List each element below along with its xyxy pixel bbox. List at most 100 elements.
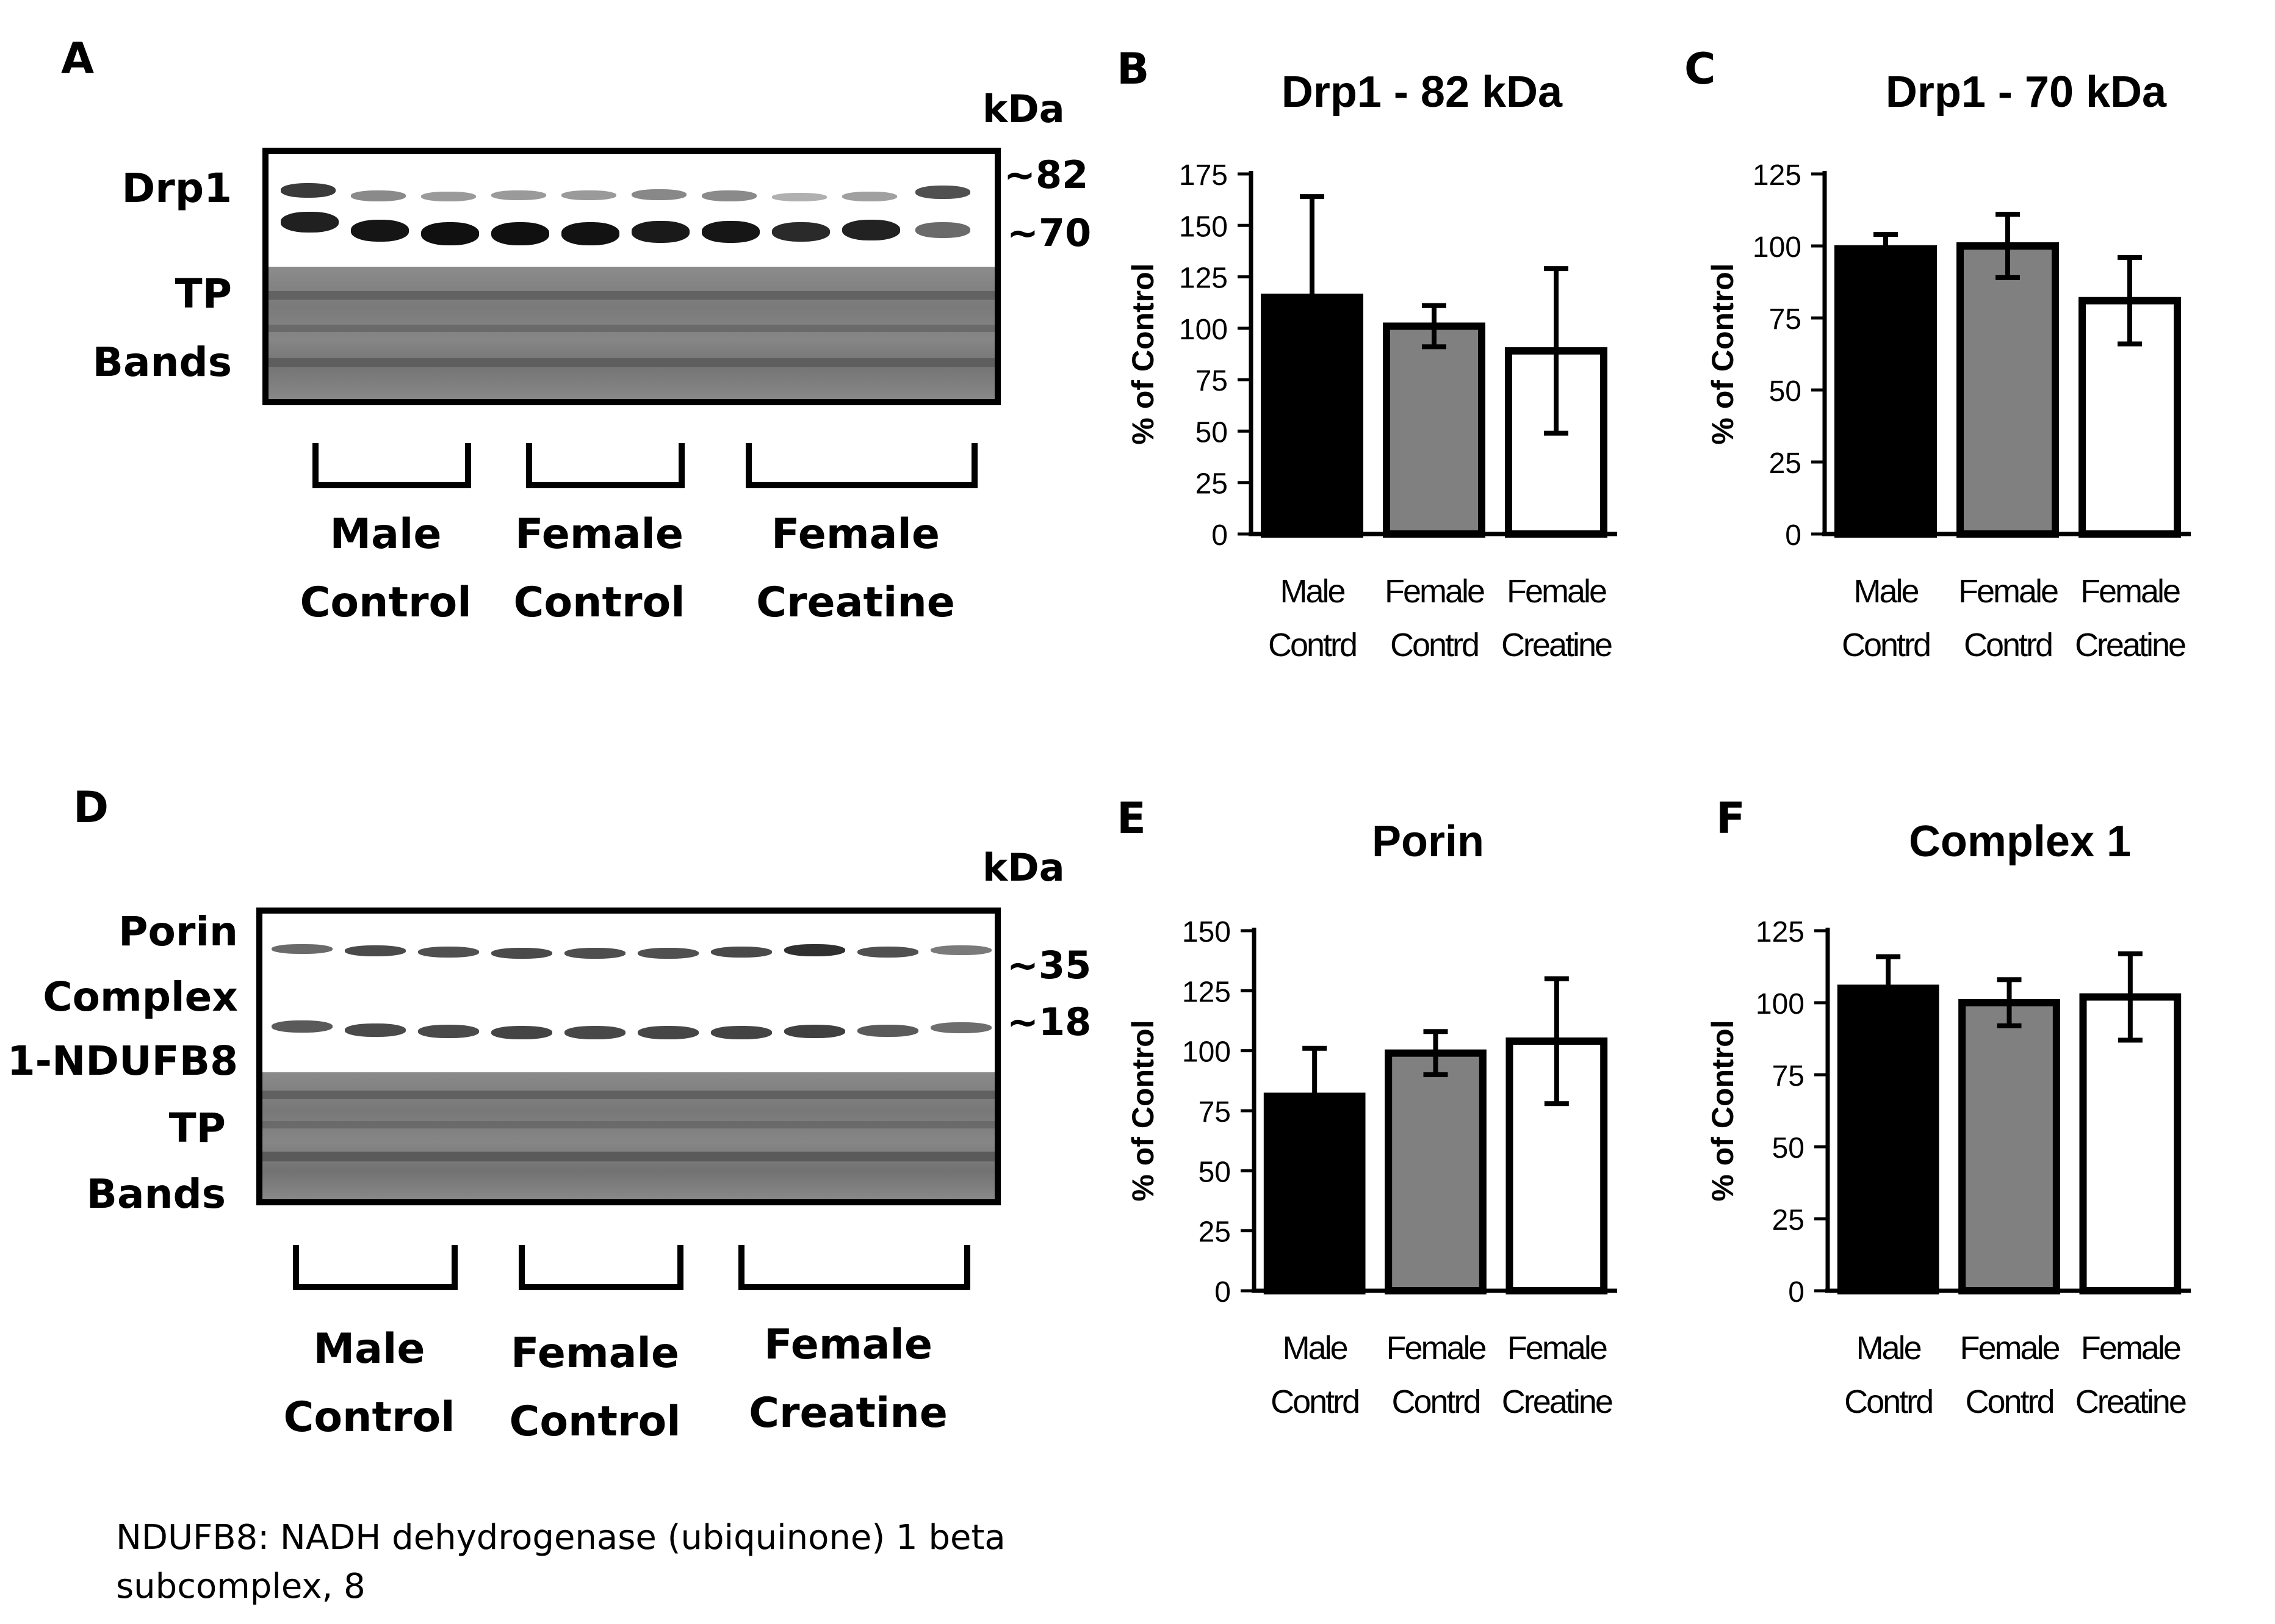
tp-bands-area-bottom	[262, 1072, 995, 1199]
chart-c-ytick-label-0: 0	[1785, 519, 1801, 552]
chart-e-xtick-label-2-line1: Female	[1507, 1330, 1607, 1366]
chart-b-ytick-label-50: 50	[1195, 416, 1228, 449]
chart-b-xtick-label-1-line2: Contrd	[1390, 627, 1478, 663]
panel-letter-d: D	[73, 782, 109, 832]
chart-c-xtick-label-0-line1: Male	[1853, 573, 1918, 610]
panel-letter-c: C	[1684, 44, 1716, 94]
chart-e-xtick-label-2-line2: Creatine	[1502, 1384, 1612, 1420]
tp-bands-area	[269, 267, 995, 399]
group-label-female-control: Female Control	[513, 510, 685, 627]
chart-c-xtick-label-2-line1: Female	[2080, 573, 2180, 610]
chart-f-xtick-label-1-line1: Female	[1960, 1330, 2059, 1366]
chart-b-xtick-label-0-line2: Contrd	[1268, 627, 1356, 663]
chart-f-title: Complex 1	[1909, 817, 2131, 866]
chart-e-xtick-label-1-line2: Contrd	[1391, 1384, 1479, 1420]
drp1-label: Drp1	[121, 165, 232, 212]
chart-b-title: Drp1 - 82 kDa	[1282, 68, 1563, 117]
group-label-male-control-bottom: Male Control	[283, 1325, 455, 1442]
chart-e-porin: Porin % of Control 0 25 50 75 100 125 150 Male Con…	[1126, 817, 1617, 1420]
chart-e-xtick-label-1-line1: Female	[1386, 1330, 1485, 1366]
marker-18: ~18	[1007, 1000, 1092, 1044]
chart-c-ytick-label-75: 75	[1769, 303, 1801, 336]
chart-f-xtick-label-0-line1: Male	[1856, 1330, 1921, 1366]
chart-f-xtick-label-0-line2: Contrd	[1844, 1384, 1932, 1420]
chart-c-ytick-label-125: 125	[1753, 159, 1801, 192]
chart-b-ytick-label-100: 100	[1179, 314, 1228, 346]
group-bracket-female-control	[526, 443, 685, 488]
chart-c-ytick-label-100: 100	[1753, 231, 1801, 264]
chart-e-ytick-label-75: 75	[1199, 1096, 1231, 1128]
chart-f-bar-1	[1958, 999, 2060, 1294]
chart-f-xtick-label-1-line2: Contrd	[1965, 1384, 2053, 1420]
chart-e-xtick-label-0-line1: Male	[1283, 1330, 1347, 1366]
footnote-line-2: subcomplex, 8	[116, 1567, 366, 1606]
chart-e-bar-2	[1505, 1037, 1608, 1294]
chart-b-xtick-label-1-line1: Female	[1385, 573, 1484, 610]
panel-letter-e: E	[1117, 793, 1146, 843]
chart-c-xtick-label-1-line1: Female	[1958, 573, 2058, 610]
panel-letter-a: A	[61, 34, 95, 84]
footnote: NDUFB8: NADH dehydrogenase (ubiquinone) …	[116, 1514, 1006, 1611]
chart-b-ylabel: % of Control	[1126, 263, 1160, 444]
bands-label-bottom: Bands	[86, 1171, 226, 1218]
porin-label: Porin	[118, 908, 238, 955]
chart-b-drp1-82: Drp1 - 82 kDa % of Control 0 25 50 75 100 125 15…	[1126, 68, 1617, 663]
group-label-female-creatine: Female Creatine	[756, 510, 955, 627]
chart-b-ytick-label-75: 75	[1195, 365, 1228, 397]
chart-b-xtick-label-0-line1: Male	[1280, 573, 1344, 610]
complex-label: Complex	[43, 973, 238, 1020]
chart-e-ytick-label-125: 125	[1182, 976, 1231, 1008]
chart-b-ytick-label-125: 125	[1179, 262, 1228, 295]
chart-c-xtick-label-1-line2: Contrd	[1964, 627, 2052, 663]
chart-f-ytick-label-25: 25	[1772, 1204, 1804, 1236]
group-bracket-male-control-bottom	[293, 1245, 458, 1290]
group-bracket-female-control-bottom	[519, 1245, 683, 1290]
chart-c-xtick-label-2-line2: Creatine	[2075, 627, 2185, 663]
group-bracket-female-creatine	[746, 443, 978, 488]
chart-e-ytick-label-25: 25	[1199, 1216, 1231, 1249]
chart-f-ytick-label-100: 100	[1756, 988, 1804, 1020]
chart-f-ylabel: % of Control	[1706, 1020, 1740, 1201]
chart-c-bar-1	[1956, 242, 2059, 538]
chart-c-ytick-label-50: 50	[1769, 375, 1801, 408]
chart-f-xtick-label-2-line1: Female	[2081, 1330, 2180, 1366]
group-bracket-female-creatine-bottom	[738, 1245, 970, 1290]
drp1-blot-image	[262, 148, 1001, 405]
chart-b-ytick-label-175: 175	[1179, 159, 1228, 192]
footnote-line-1: NDUFB8: NADH dehydrogenase (ubiquinone) …	[116, 1518, 1006, 1557]
chart-c-ylabel: % of Control	[1706, 263, 1740, 444]
bands-label: Bands	[92, 339, 232, 386]
tp-label: TP	[175, 270, 232, 317]
group-label-male-control: Male Control	[300, 510, 472, 627]
group-label-female-creatine-bottom: Female Creatine	[749, 1321, 948, 1437]
chart-b-xtick-label-2-line1: Female	[1507, 573, 1606, 610]
ndufb8-label: 1-NDUFB8	[7, 1038, 238, 1084]
chart-b-ytick-label-150: 150	[1179, 211, 1228, 243]
group-label-female-control-bottom: Female Control	[509, 1329, 681, 1446]
chart-c-title: Drp1 - 70 kDa	[1886, 68, 2167, 117]
porin-complex1-blot-image	[256, 908, 1001, 1205]
group-bracket-male-control	[312, 443, 471, 488]
chart-f-xtick-label-2-line2: Creatine	[2075, 1384, 2186, 1420]
panel-letter-b: B	[1117, 44, 1150, 94]
chart-f-ytick-label-75: 75	[1772, 1060, 1804, 1092]
chart-b-ytick-label-25: 25	[1195, 468, 1228, 500]
chart-e-ytick-label-50: 50	[1199, 1156, 1231, 1188]
chart-e-bar-1	[1385, 1049, 1487, 1294]
marker-35: ~35	[1007, 943, 1092, 987]
chart-f-ytick-label-50: 50	[1772, 1132, 1804, 1164]
kda-label: kDa	[982, 87, 1065, 131]
chart-b-ytick-label-0: 0	[1211, 519, 1228, 552]
chart-b-xtick-label-2-line2: Creatine	[1501, 627, 1612, 663]
chart-f-ytick-label-125: 125	[1756, 916, 1804, 948]
chart-e-ytick-label-0: 0	[1214, 1276, 1231, 1308]
chart-c-ytick-label-25: 25	[1769, 447, 1801, 480]
chart-c-bar-0	[1834, 245, 1937, 538]
chart-c-drp1-70: Drp1 - 70 kDa % of Control 0 25 50 75 100 125 Ma…	[1706, 68, 2191, 663]
chart-e-ytick-label-100: 100	[1182, 1036, 1231, 1069]
chart-c-xtick-label-0-line2: Contrd	[1842, 627, 1930, 663]
marker-70: ~70	[1007, 211, 1092, 255]
chart-e-ylabel: % of Control	[1126, 1020, 1160, 1201]
tp-label-bottom: TP	[168, 1105, 226, 1152]
chart-f-ytick-label-0: 0	[1788, 1276, 1804, 1308]
